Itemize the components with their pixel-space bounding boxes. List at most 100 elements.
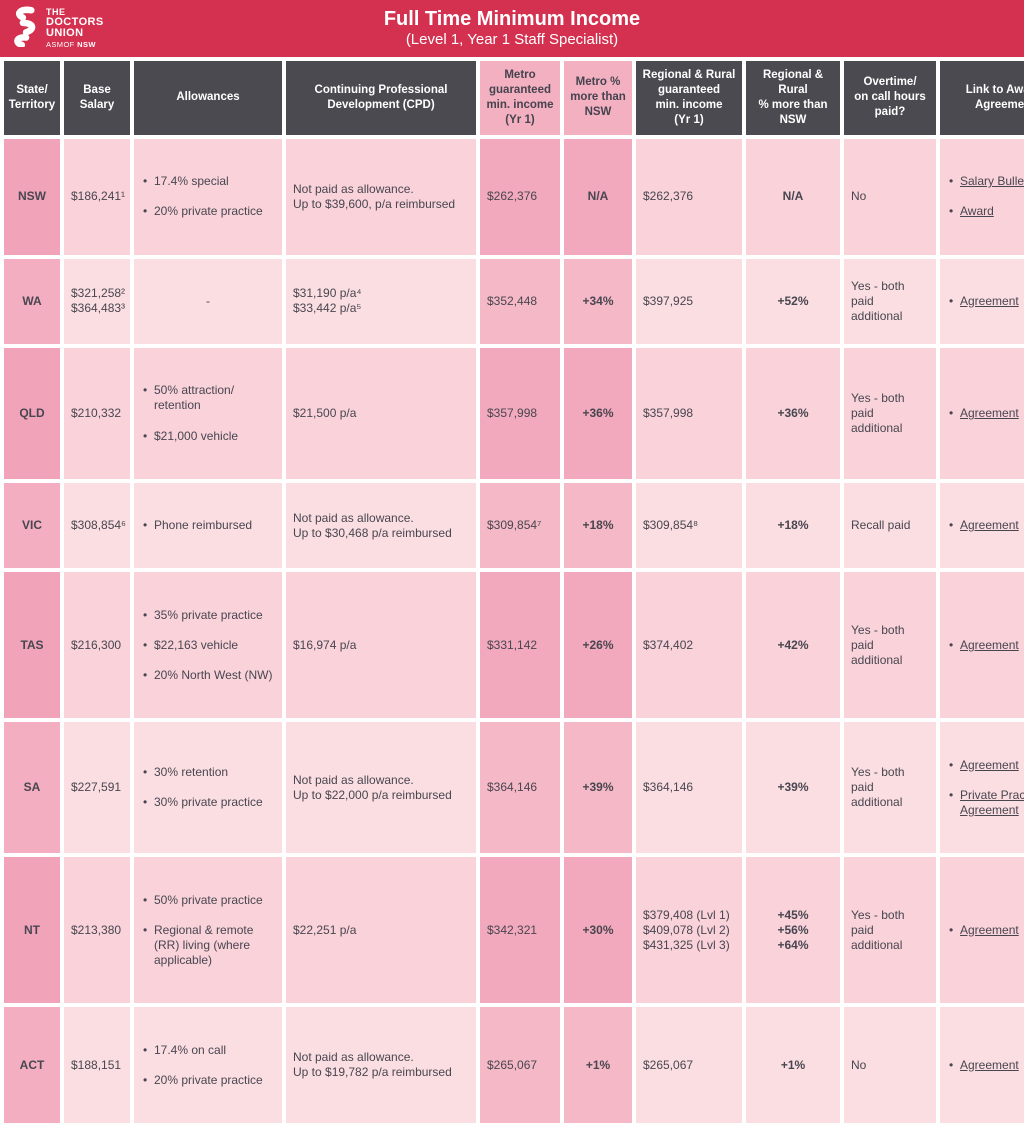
link-agreement[interactable]: Agreement bbox=[960, 637, 1019, 652]
doctors-union-logo-text: THE DOCTORS UNION ASMOF NSW bbox=[46, 6, 104, 49]
cell-base-salary: $213,380 bbox=[64, 857, 130, 1004]
cell-base-salary: $210,332 bbox=[64, 348, 130, 479]
cell-base-salary: $308,854⁶ bbox=[64, 482, 130, 569]
page-subtitle: (Level 1, Year 1 Staff Specialist) bbox=[405, 31, 619, 49]
logo-word-union: UNION bbox=[46, 27, 84, 40]
cell-metro-pct: N/A bbox=[564, 138, 632, 255]
cell-overtime: Yes - both paid additional bbox=[844, 258, 936, 345]
cell-rr-income: $357,998 bbox=[636, 348, 742, 479]
cell-rr-income: $265,067 bbox=[636, 1007, 742, 1124]
doctors-union-logo: THE DOCTORS UNION ASMOF NSW bbox=[10, 5, 104, 52]
link-salary-bulletin[interactable]: Salary Bulletin bbox=[960, 173, 1024, 188]
header-row: State/ Territory Base Salary Allowances … bbox=[4, 61, 1024, 135]
cell-cpd: Not paid as allowance. Up to $19,782 p/a… bbox=[286, 1007, 476, 1124]
top-banner: THE DOCTORS UNION ASMOF NSW Full Time Mi… bbox=[0, 0, 1024, 57]
cell-links: Salary Bulletin Award bbox=[940, 138, 1024, 255]
table-row-vic: VIC $308,854⁶ Phone reimbursed Not paid … bbox=[4, 482, 1024, 569]
cell-metro-pct: +26% bbox=[564, 572, 632, 719]
cell-state: NT bbox=[4, 857, 60, 1004]
cell-links: Agreement bbox=[940, 348, 1024, 479]
cell-cpd: Not paid as allowance. Up to $39,600, p/… bbox=[286, 138, 476, 255]
cell-state: ACT bbox=[4, 1007, 60, 1124]
cell-base-salary: $321,258² $364,483³ bbox=[64, 258, 130, 345]
cell-metro-pct: +30% bbox=[564, 857, 632, 1004]
cell-base-salary: $186,241¹ bbox=[64, 138, 130, 255]
cell-base-salary: $227,591 bbox=[64, 722, 130, 854]
cell-cpd: Not paid as allowance. Up to $30,468 p/a… bbox=[286, 482, 476, 569]
allowance-item: Regional & remote (RR) living (where app… bbox=[141, 923, 275, 968]
link-award[interactable]: Award bbox=[960, 204, 994, 219]
link-private-practice-agreement[interactable]: Private Practice Agreement bbox=[960, 787, 1024, 818]
cell-rr-income: $309,854⁸ bbox=[636, 482, 742, 569]
cell-allowances: Phone reimbursed bbox=[134, 482, 282, 569]
cell-state: WA bbox=[4, 258, 60, 345]
col-header-cpd: Continuing Professional Development (CPD… bbox=[286, 61, 476, 135]
cell-allowances: - bbox=[134, 258, 282, 345]
cell-cpd: Not paid as allowance. Up to $22,000 p/a… bbox=[286, 722, 476, 854]
allowance-item: $22,163 vehicle bbox=[141, 638, 275, 653]
cell-rr-pct: +52% bbox=[746, 258, 840, 345]
allowance-item: 30% retention bbox=[141, 765, 275, 780]
page-title: Full Time Minimum Income bbox=[383, 7, 641, 30]
allowance-item: 20% North West (NW) bbox=[141, 668, 275, 683]
cell-overtime: Yes - both paid additional bbox=[844, 348, 936, 479]
logo-word-doctors: DOCTORS bbox=[46, 16, 104, 29]
col-header-rr-income: Regional & Rural guaranteed min. income … bbox=[636, 61, 742, 135]
cell-rr-pct: N/A bbox=[746, 138, 840, 255]
allowance-item: 20% private practice bbox=[141, 204, 275, 219]
table-row-wa: WA $321,258² $364,483³ - $31,190 p/a⁴ $3… bbox=[4, 258, 1024, 345]
income-comparison-table: State/ Territory Base Salary Allowances … bbox=[0, 57, 1024, 1127]
logo-word-the: THE bbox=[46, 6, 66, 17]
cell-metro-pct: +1% bbox=[564, 1007, 632, 1124]
cell-overtime: No bbox=[844, 138, 936, 255]
link-agreement[interactable]: Agreement bbox=[960, 922, 1019, 937]
allowance-item: 17.4% on call bbox=[141, 1043, 275, 1058]
cell-metro-pct: +39% bbox=[564, 722, 632, 854]
table-row-qld: QLD $210,332 50% attraction/ retention $… bbox=[4, 348, 1024, 479]
col-header-state: State/ Territory bbox=[4, 61, 60, 135]
link-agreement[interactable]: Agreement bbox=[960, 293, 1019, 308]
table-row-sa: SA $227,591 30% retention 30% private pr… bbox=[4, 722, 1024, 854]
link-agreement[interactable]: Agreement bbox=[960, 405, 1019, 420]
cell-cpd: $21,500 p/a bbox=[286, 348, 476, 479]
cell-overtime: No bbox=[844, 1007, 936, 1124]
cell-metro-income: $342,321 bbox=[480, 857, 560, 1004]
cell-overtime: Recall paid bbox=[844, 482, 936, 569]
cell-allowances: 50% attraction/ retention $21,000 vehicl… bbox=[134, 348, 282, 479]
cell-cpd: $22,251 p/a bbox=[286, 857, 476, 1004]
doctors-union-logo-icon bbox=[10, 5, 40, 52]
cell-rr-income: $374,402 bbox=[636, 572, 742, 719]
cell-metro-pct: +18% bbox=[564, 482, 632, 569]
table-row-nsw: NSW $186,241¹ 17.4% special 20% private … bbox=[4, 138, 1024, 255]
cell-rr-income: $364,146 bbox=[636, 722, 742, 854]
cell-allowances: 50% private practice Regional & remote (… bbox=[134, 857, 282, 1004]
cell-allowances: 17.4% special 20% private practice bbox=[134, 138, 282, 255]
banner-titles: Full Time Minimum Income (Level 1, Year … bbox=[384, 8, 640, 49]
cell-rr-pct: +45% +56% +64% bbox=[746, 857, 840, 1004]
cell-metro-income: $331,142 bbox=[480, 572, 560, 719]
allowance-item: 35% private practice bbox=[141, 608, 275, 623]
cell-rr-pct: +39% bbox=[746, 722, 840, 854]
col-header-overtime: Overtime/ on call hours paid? bbox=[844, 61, 936, 135]
link-agreement[interactable]: Agreement bbox=[960, 1057, 1019, 1072]
allowance-item: 50% private practice bbox=[141, 893, 275, 908]
cell-overtime: Yes - both paid additional bbox=[844, 857, 936, 1004]
cell-rr-pct: +1% bbox=[746, 1007, 840, 1124]
cell-metro-pct: +34% bbox=[564, 258, 632, 345]
cell-rr-pct: +18% bbox=[746, 482, 840, 569]
allowance-item: Phone reimbursed bbox=[141, 518, 275, 533]
cell-state: VIC bbox=[4, 482, 60, 569]
col-header-metro-income: Metro guaranteed min. income (Yr 1) bbox=[480, 61, 560, 135]
cell-rr-income: $397,925 bbox=[636, 258, 742, 345]
cell-allowances: 30% retention 30% private practice bbox=[134, 722, 282, 854]
link-agreement[interactable]: Agreement bbox=[960, 757, 1019, 772]
cell-state: QLD bbox=[4, 348, 60, 479]
cell-state: TAS bbox=[4, 572, 60, 719]
table-row-act: ACT $188,151 17.4% on call 20% private p… bbox=[4, 1007, 1024, 1124]
allowance-item: 17.4% special bbox=[141, 174, 275, 189]
cell-links: Agreement bbox=[940, 258, 1024, 345]
col-header-metro-pct: Metro % more than NSW bbox=[564, 61, 632, 135]
cell-rr-income: $379,408 (Lvl 1) $409,078 (Lvl 2) $431,3… bbox=[636, 857, 742, 1004]
link-agreement[interactable]: Agreement bbox=[960, 518, 1019, 533]
cell-rr-income: $262,376 bbox=[636, 138, 742, 255]
